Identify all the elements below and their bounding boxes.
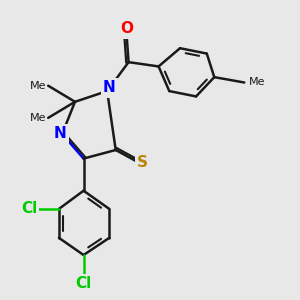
Text: N: N bbox=[54, 126, 66, 141]
Text: S: S bbox=[137, 155, 148, 170]
Text: Cl: Cl bbox=[75, 276, 92, 291]
Text: Cl: Cl bbox=[21, 201, 37, 216]
Text: Me: Me bbox=[249, 77, 265, 88]
Text: O: O bbox=[120, 21, 133, 36]
Text: N: N bbox=[103, 80, 116, 95]
Text: Me: Me bbox=[30, 113, 46, 123]
Text: Me: Me bbox=[30, 81, 46, 91]
